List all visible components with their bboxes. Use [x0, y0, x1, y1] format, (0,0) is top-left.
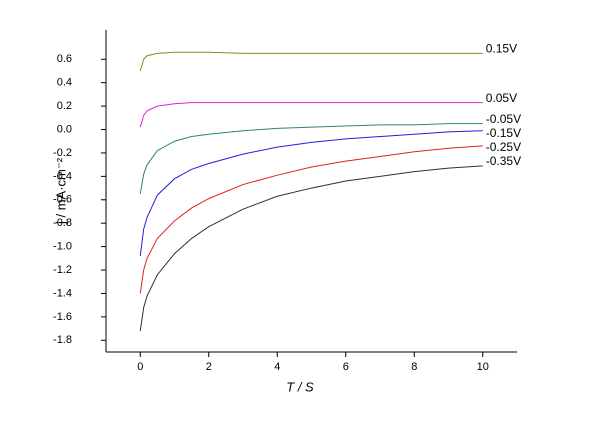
y-tick-label: 0.0: [57, 123, 72, 135]
y-tick-label: -0.2: [53, 147, 72, 159]
y-tick-label: -1.0: [53, 241, 72, 253]
y-tick-label: -0.8: [53, 217, 72, 229]
y-tick-label: 0.2: [57, 100, 72, 112]
series-line: [139, 145, 483, 294]
series-line: [139, 165, 483, 331]
series-label: 0.15V: [486, 42, 517, 56]
series-label: -0.15V: [486, 126, 521, 140]
y-tick-label: -0.4: [53, 170, 72, 182]
y-tick-label: -1.2: [53, 264, 72, 276]
y-tick-label: -0.6: [53, 194, 72, 206]
series-line: [139, 123, 483, 195]
series-line: [139, 130, 483, 257]
series-label: -0.25V: [486, 140, 521, 154]
y-tick-label: -1.6: [53, 311, 72, 323]
y-tick-label: 0.4: [57, 77, 72, 89]
x-tick-label: 10: [477, 361, 489, 373]
x-tick-label: 2: [206, 361, 212, 373]
series-label: 0.05V: [486, 91, 517, 105]
series-line: [139, 102, 483, 128]
series-line: [139, 51, 483, 72]
x-axis-title: T / S: [286, 379, 314, 394]
x-tick-label: 0: [137, 361, 143, 373]
x-tick-label: 4: [274, 361, 280, 373]
x-tick-label: 8: [411, 361, 417, 373]
x-tick-label: 6: [343, 361, 349, 373]
y-tick-label: 0.6: [57, 53, 72, 65]
y-tick-label: -1.4: [53, 287, 72, 299]
y-axis-title: j / mA·cm⁻²: [53, 157, 68, 225]
series-label: -0.05V: [486, 112, 521, 126]
series-label: -0.35V: [486, 154, 521, 168]
y-tick-label: -1.8: [53, 334, 72, 346]
